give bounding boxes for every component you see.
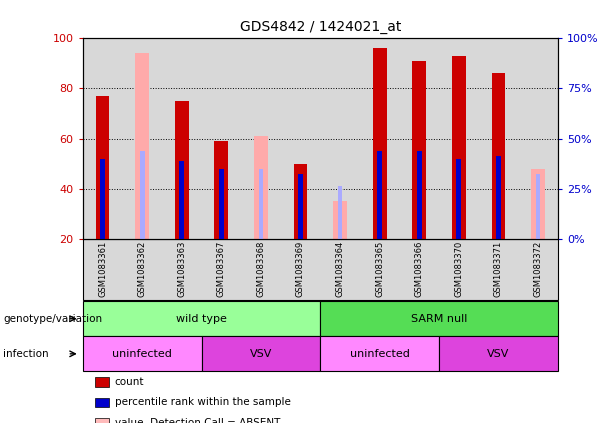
Bar bbox=[417, 151, 422, 239]
Bar bbox=[492, 73, 505, 239]
Bar bbox=[298, 176, 303, 239]
Bar bbox=[294, 164, 308, 239]
Bar bbox=[100, 159, 105, 239]
Bar bbox=[175, 101, 189, 239]
Text: VSV: VSV bbox=[487, 349, 509, 359]
Bar bbox=[215, 141, 228, 239]
Bar bbox=[457, 159, 461, 239]
Bar bbox=[96, 96, 110, 239]
Bar bbox=[254, 136, 268, 239]
Bar bbox=[140, 151, 145, 239]
Bar bbox=[452, 56, 466, 239]
Bar bbox=[219, 166, 224, 239]
Bar bbox=[378, 151, 382, 239]
Bar bbox=[413, 60, 426, 239]
Bar bbox=[496, 156, 501, 239]
Text: percentile rank within the sample: percentile rank within the sample bbox=[115, 397, 291, 407]
Bar bbox=[373, 48, 387, 239]
Text: uninfected: uninfected bbox=[112, 349, 172, 359]
Bar bbox=[135, 53, 149, 239]
Text: genotype/variation: genotype/variation bbox=[3, 314, 102, 324]
Text: wild type: wild type bbox=[176, 314, 227, 324]
Text: VSV: VSV bbox=[249, 349, 272, 359]
Bar bbox=[180, 161, 184, 239]
Bar bbox=[259, 169, 264, 239]
Text: uninfected: uninfected bbox=[350, 349, 409, 359]
Bar bbox=[333, 201, 347, 239]
Bar bbox=[298, 174, 303, 239]
Text: value, Detection Call = ABSENT: value, Detection Call = ABSENT bbox=[115, 418, 280, 423]
Text: SARM null: SARM null bbox=[411, 314, 467, 324]
Text: infection: infection bbox=[3, 349, 48, 359]
Bar bbox=[219, 169, 224, 239]
Bar bbox=[338, 186, 343, 239]
Bar bbox=[531, 169, 545, 239]
Title: GDS4842 / 1424021_at: GDS4842 / 1424021_at bbox=[240, 20, 401, 34]
Text: count: count bbox=[115, 377, 144, 387]
Bar bbox=[536, 174, 541, 239]
